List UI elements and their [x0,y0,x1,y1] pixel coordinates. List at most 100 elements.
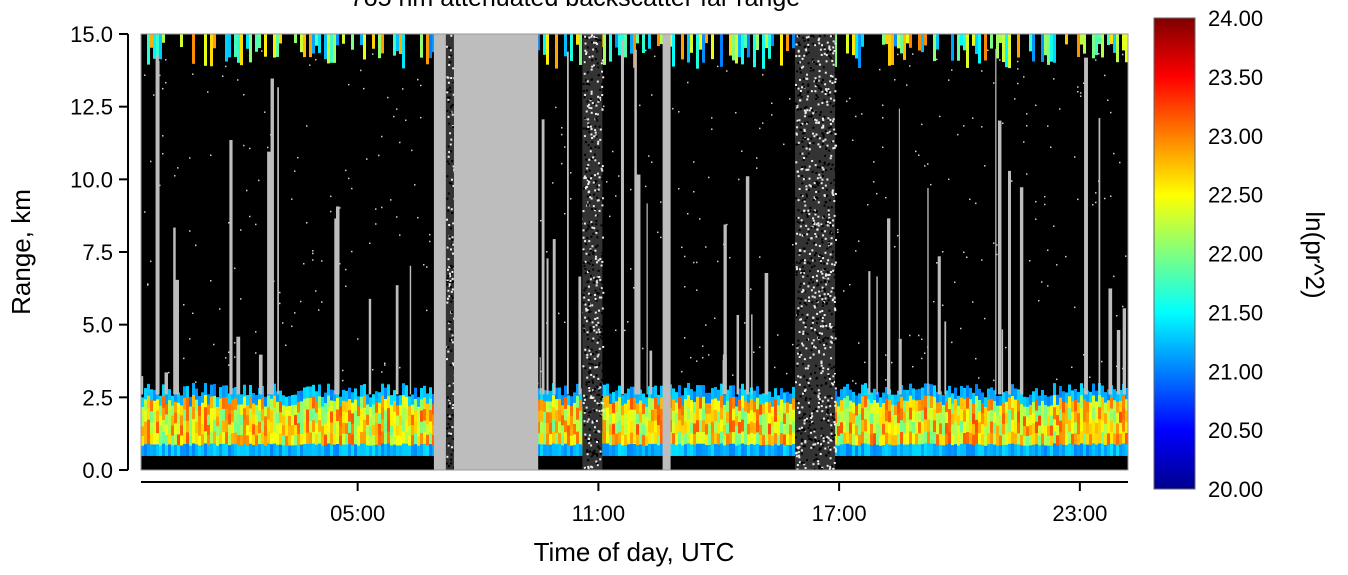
noise-speckle [587,465,590,468]
noise-speckle [826,100,829,103]
heatmap-cell [282,415,285,426]
heatmap-cell [987,433,990,445]
noise-speckle [449,275,452,278]
noise-speckle [599,414,602,417]
noise-speckle [449,364,452,367]
noise-speckle [592,268,595,271]
noise-speckle [588,319,591,322]
noise-speckle [593,449,596,452]
heatmap-cell [690,389,693,401]
heatmap-cell [687,419,690,432]
noise-speckle [447,96,450,99]
noise-speckle [596,113,599,116]
heatmap-cell [558,421,561,434]
noise-speckle [592,48,595,51]
noise-speckle [584,267,587,270]
heatmap-cell [327,407,330,421]
noise-speckle [800,128,803,131]
noise-speckle [817,405,820,408]
noise-speckle [796,400,799,403]
heatmap-cell [726,444,729,456]
heatmap-cell [231,410,234,423]
heatmap-cell [957,395,960,407]
heatmap-cell [1080,395,1083,408]
heatmap-cell [324,34,327,60]
heatmap-cell [900,34,903,54]
noise-speckle [803,429,806,432]
noise-speckle [381,135,383,138]
heatmap-cell [990,34,993,49]
noise-speckle [595,220,598,223]
noise-speckle [595,350,598,353]
heatmap-cell [300,401,303,413]
noise-speckle [807,426,810,429]
heatmap-cell [753,390,756,402]
noise-speckle [807,138,810,141]
heatmap-cell [633,421,636,434]
noise-speckle [797,199,800,202]
noise-speckle [601,260,604,263]
noise-speckle [771,102,773,104]
noise-speckle [423,263,425,266]
heatmap-cell [339,416,342,427]
noise-speckle [909,334,911,337]
noise-speckle [818,294,821,297]
noise-speckle [596,172,599,175]
noise-speckle [452,67,455,70]
noise-speckle [595,41,598,44]
noise-speckle [591,451,594,454]
noise-speckle [588,181,591,184]
noise-speckle [797,252,800,255]
heatmap-cell [567,445,570,456]
noise-speckle [582,402,585,405]
noise-speckle [818,392,821,395]
noise-speckle [803,129,806,132]
heatmap-cell [546,390,549,402]
noise-speckle [678,187,680,190]
heatmap-cell [906,389,909,402]
noise-speckle [345,169,347,172]
heatmap-cell [876,402,879,414]
noise-speckle [585,229,588,232]
heatmap-cell [936,413,939,425]
heatmap-cell [255,34,258,52]
heatmap-cell [834,433,837,446]
noise-speckle [833,461,836,464]
missing-streak [745,176,750,395]
noise-speckle [594,209,597,212]
heatmap-cell [735,435,738,447]
noise-speckle [805,53,808,56]
noise-speckle [824,251,827,254]
noise-speckle [796,312,799,315]
heatmap-cell [330,400,333,413]
heatmap-cell [411,404,414,416]
heatmap-cell [834,390,837,402]
heatmap-cell [180,445,183,456]
heatmap-cell [1068,408,1071,421]
heatmap-cell [207,394,210,406]
noise-speckle [540,219,542,222]
noise-speckle [821,320,824,323]
noise-speckle [771,114,773,116]
noise-speckle [592,390,595,393]
heatmap-cell [885,386,888,399]
heatmap-cell [618,432,621,445]
noise-speckle [805,193,808,196]
noise-speckle [803,128,806,131]
heatmap-cell [144,444,147,456]
noise-speckle [806,313,809,316]
heatmap-cell [792,34,795,49]
noise-speckle [831,59,834,62]
noise-speckle [819,145,822,148]
noise-speckle [809,69,812,72]
noise-speckle [648,155,650,157]
heatmap-cell [231,421,234,434]
noise-speckle [797,61,800,64]
heatmap-cell [942,405,945,416]
noise-speckle [813,391,816,394]
noise-speckle [817,184,820,187]
noise-speckle [984,317,986,320]
noise-speckle [800,168,803,171]
noise-speckle [596,80,599,83]
heatmap-cell [651,444,654,456]
